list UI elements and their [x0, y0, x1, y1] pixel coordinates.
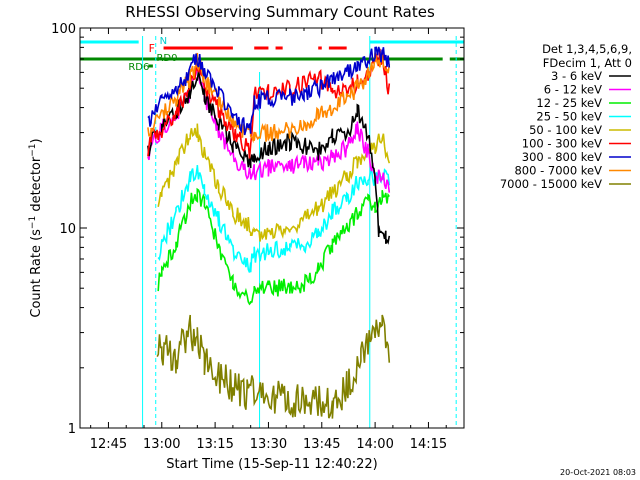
x-tick-label: 14:15 [410, 437, 447, 452]
y-label-exponent-2: −1 [28, 143, 38, 156]
series-line [147, 46, 391, 136]
flag-annotation: RD6 [128, 62, 149, 73]
flag-annotation: F [149, 42, 155, 55]
series-line [157, 123, 391, 242]
y-tick-label: 1 [68, 422, 76, 437]
x-tick-label: 14:00 [356, 437, 393, 452]
legend-label: 100 - 300 keV [522, 137, 602, 151]
series-line [147, 70, 391, 245]
series-line [147, 48, 391, 159]
legend-label: 12 - 25 keV [536, 96, 602, 110]
y-label-text: Count Rate (s [29, 229, 44, 318]
y-label-text-mid: detector [29, 156, 44, 216]
legend-label: 6 - 12 keV [544, 83, 602, 97]
series-line [156, 314, 391, 419]
chart-title: RHESSI Observing Summary Count Rates [125, 3, 435, 21]
x-tick-label: 13:15 [196, 437, 233, 452]
legend-label: 800 - 7000 keV [514, 164, 602, 178]
y-label-close: ) [29, 138, 44, 143]
legend-label: 300 - 800 keV [522, 150, 602, 164]
x-tick-label: 13:45 [303, 437, 340, 452]
legend-label: 3 - 6 keV [551, 69, 602, 83]
x-tick-label: 13:00 [143, 437, 180, 452]
y-axis: 1 10 100 [51, 22, 464, 437]
flag-annotation: RD0 [156, 53, 177, 64]
legend-header-line-1: Det 1,3,4,5,6,9, [542, 42, 632, 56]
x-axis-label: Start Time (15-Sep-11 12:40:22) [166, 457, 377, 472]
y-tick-label: 10 [59, 222, 76, 237]
y-axis-label: Count Rate (s−1 detector−1) [28, 138, 44, 317]
x-axis: 12:45 13:00 13:15 13:30 13:45 14:00 14:15 [90, 28, 447, 452]
date-stamp: 20-Oct-2021 08:03 [560, 468, 636, 477]
x-tick-label: 13:30 [250, 437, 287, 452]
legend: Det 1,3,4,5,6,9, FDecim 1, Att 0 3 - 6 k… [500, 42, 632, 191]
series-line [157, 187, 390, 306]
y-tick-label: 100 [51, 22, 76, 37]
legend-header-line-2: FDecim 1, Att 0 [543, 56, 632, 70]
y-label-exponent: −1 [28, 216, 38, 229]
series-layer [147, 46, 391, 419]
x-tick-label: 12:45 [90, 437, 127, 452]
series-line [157, 165, 391, 273]
legend-label: 7000 - 15000 keV [500, 177, 602, 191]
legend-label: 25 - 50 keV [536, 110, 602, 124]
flag-annotation: N [160, 36, 167, 47]
legend-label: 50 - 100 keV [529, 123, 602, 137]
